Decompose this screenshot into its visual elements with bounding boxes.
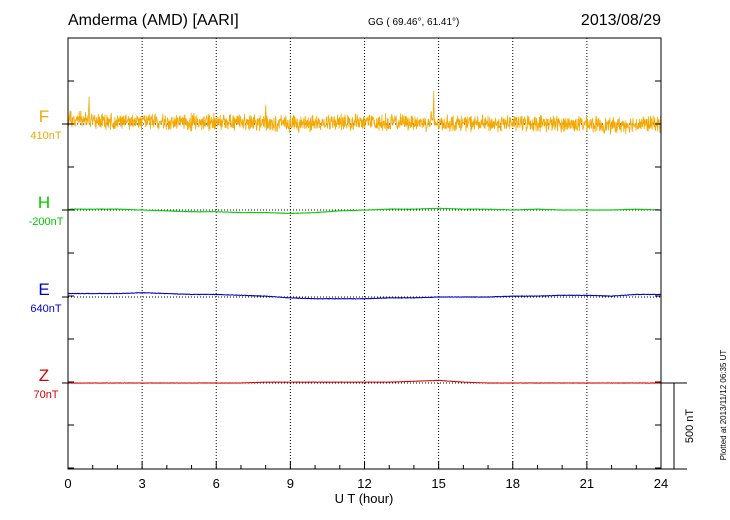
plotted-timestamp: Plotted at 2013/11/12 06:35 UT: [719, 350, 728, 461]
baseline-label-H: -200nT: [29, 216, 64, 228]
baseline-label-F: 410nT: [30, 130, 61, 142]
series-labels: F 410nT H -200nT E 640nT Z 70nT: [29, 107, 64, 401]
x-tick-label-9: 9: [287, 476, 294, 491]
series-name-Z: Z: [39, 366, 49, 385]
series-name-F: F: [39, 107, 49, 126]
series-name-H: H: [38, 193, 50, 212]
x-tick-label-21: 21: [580, 476, 594, 491]
baseline-label-E: 640nT: [30, 303, 61, 315]
x-tick-label-0: 0: [64, 476, 71, 491]
x-tick-label-15: 15: [431, 476, 445, 491]
coordinates-label: GG ( 69.46°, 61.41°): [368, 17, 459, 28]
x-tick-label-18: 18: [506, 476, 520, 491]
series-line-F: [67, 90, 662, 135]
series-line-H: [67, 207, 662, 215]
x-tick-label-6: 6: [213, 476, 220, 491]
x-tick-label-12: 12: [357, 476, 371, 491]
date-label: 2013/08/29: [581, 12, 661, 29]
series-lines: [67, 90, 662, 384]
x-tick-label-3: 3: [139, 476, 146, 491]
x-axis-label: U T (hour): [335, 491, 394, 506]
scale-bar: 500 nT: [661, 382, 696, 470]
station-title: Amderma (AMD) [AARI]: [68, 12, 239, 29]
scale-bar-label: 500 nT: [684, 409, 696, 444]
series-line-Z: [67, 379, 662, 384]
ticks: 0 3 6 9 12 15 18 21 24: [64, 80, 668, 491]
grid: [141, 38, 588, 469]
series-line-E: [67, 292, 662, 300]
x-tick-label-24: 24: [654, 476, 668, 491]
baselines: [62, 123, 661, 384]
series-name-E: E: [38, 280, 49, 299]
baseline-label-Z: 70nT: [33, 389, 58, 401]
